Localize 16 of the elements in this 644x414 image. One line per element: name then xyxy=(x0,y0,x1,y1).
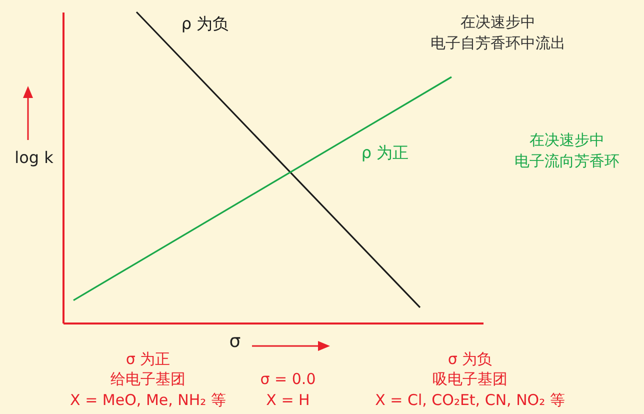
text: 吸电子基团 xyxy=(432,369,508,389)
text: X = MeO, Me, NH₂ 等 xyxy=(70,390,226,410)
series-label: ρ 为负 xyxy=(181,14,229,34)
y-axis-title: log k xyxy=(14,148,54,168)
text: 给电子基团 xyxy=(110,369,186,389)
x-axis-title: σ xyxy=(229,331,241,352)
annotation: 电子自芳香环中流出 xyxy=(430,33,566,53)
text: σ 为负 xyxy=(448,349,492,369)
text: σ = 0.0 xyxy=(260,369,316,389)
text: X = H xyxy=(266,390,310,410)
annotation: 在决速步中 xyxy=(460,12,536,32)
text: σ 为正 xyxy=(126,349,170,369)
series-label: ρ 为正 xyxy=(361,143,409,163)
text: X = Cl, CO₂Et, CN, NO₂ 等 xyxy=(375,390,565,410)
text: 电子流向芳香环 xyxy=(514,151,620,171)
text: 在决速步中 xyxy=(530,130,604,150)
